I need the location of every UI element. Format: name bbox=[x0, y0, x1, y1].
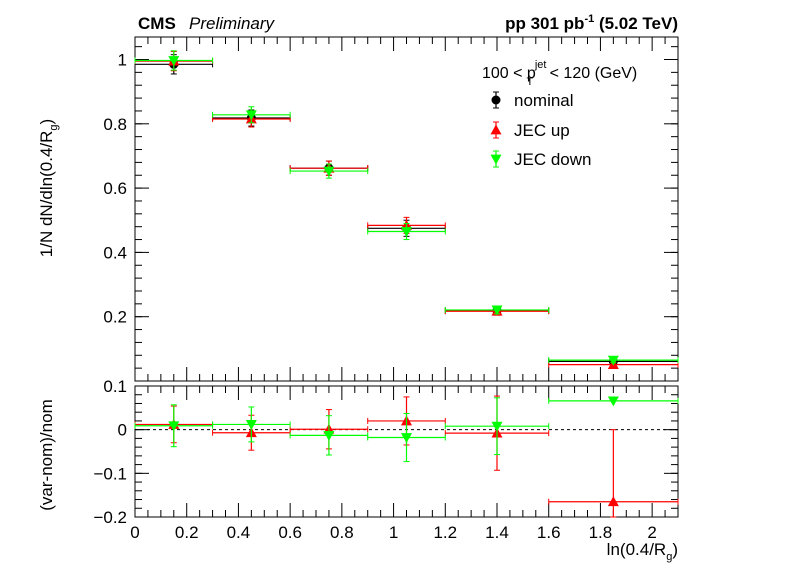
bottom-xtick-label: 0.4 bbox=[227, 523, 251, 542]
data-point bbox=[401, 227, 412, 238]
top-ytick-label: 0.8 bbox=[103, 115, 127, 134]
bottom-ytick-label: −0.2 bbox=[93, 508, 127, 527]
x-axis-title: ln(0.4/Rg) bbox=[607, 540, 678, 563]
legend-marker bbox=[490, 124, 502, 135]
bottom-y-axis-title: (var-nom)/nom bbox=[37, 399, 56, 510]
lumi-label: pp 301 pb-1 (5.02 TeV) bbox=[505, 13, 678, 33]
bottom-ytick-label: −0.1 bbox=[93, 464, 127, 483]
top-ylabel-main: 1/N dN/dln(0.4/R bbox=[37, 131, 56, 258]
top-frame bbox=[134, 36, 679, 382]
experiment-label: CMS bbox=[138, 14, 176, 33]
data-point bbox=[168, 56, 180, 66]
xlabel-tail: ) bbox=[672, 540, 678, 559]
data-point bbox=[491, 421, 503, 432]
bottom-xtick-label: 0 bbox=[130, 523, 139, 542]
top-y-axis-title: 1/N dN/dln(0.4/Rg) bbox=[37, 119, 60, 257]
kin-sup: jet bbox=[534, 59, 547, 71]
legend-marker bbox=[491, 95, 501, 105]
xlabel-main: ln(0.4/R bbox=[607, 540, 667, 559]
xlabel-sub: g bbox=[666, 551, 672, 563]
data-point bbox=[245, 110, 257, 121]
kin-sub: T bbox=[526, 76, 533, 88]
top-ytick-label: 0.2 bbox=[103, 308, 127, 327]
data-point bbox=[607, 355, 619, 366]
data-point bbox=[401, 433, 412, 444]
legend-label: nominal bbox=[514, 91, 574, 110]
top-panel: 0.2 0.4 0.6 0.8 1 bbox=[103, 36, 679, 382]
top-ylabel-sub: g bbox=[48, 124, 60, 130]
legend: nominal JEC up JEC down bbox=[490, 91, 591, 169]
top-ylabel-tail: ) bbox=[37, 119, 56, 125]
bottom-xtick-label: 0.2 bbox=[175, 523, 199, 542]
lumi-main: pp 301 pb bbox=[505, 14, 584, 33]
data-point bbox=[323, 430, 335, 441]
lumi-sup: -1 bbox=[584, 13, 594, 25]
bottom-xtick-label: 1.8 bbox=[589, 523, 613, 542]
bottom-panel: −0.2 −0.1 0 0.1 0 0.2 0.4 0.6 0.8 1 1.2 1.4 1.6 1.8 2 bbox=[93, 377, 679, 542]
bottom-ytick-label: 0.1 bbox=[103, 377, 127, 396]
bottom-xtick-label: 2 bbox=[647, 523, 656, 542]
top-series-jec-down bbox=[134, 50, 679, 366]
kin-suffix: < 120 (GeV) bbox=[545, 65, 637, 82]
legend-label: JEC up bbox=[514, 121, 570, 140]
kinematic-label: 100 < pjet T < 120 (GeV) bbox=[482, 59, 637, 88]
data-point bbox=[168, 421, 180, 432]
lumi-energy: (5.02 TeV) bbox=[594, 14, 678, 33]
bottom-xtick-label: 1 bbox=[389, 523, 398, 542]
bottom-xtick-label: 1.4 bbox=[485, 523, 509, 542]
top-series-jec-up bbox=[134, 50, 679, 370]
bottom-xtick-label: 1.6 bbox=[537, 523, 561, 542]
bottom-series-jec-down bbox=[134, 396, 679, 463]
data-point bbox=[607, 396, 619, 407]
kin-prefix: 100 < p bbox=[482, 65, 536, 82]
data-point bbox=[323, 166, 335, 177]
legend-marker bbox=[490, 154, 502, 165]
bottom-xtick-label: 1.2 bbox=[433, 523, 457, 542]
status-label: Preliminary bbox=[189, 14, 276, 33]
data-point bbox=[245, 420, 257, 430]
data-point bbox=[607, 496, 619, 507]
bottom-xtick-label: 0.8 bbox=[330, 523, 354, 542]
bottom-xtick-label: 0.6 bbox=[278, 523, 302, 542]
top-ytick-label: 0.6 bbox=[103, 179, 127, 198]
bottom-ytick-label: 0 bbox=[118, 421, 127, 440]
legend-label: JEC down bbox=[514, 150, 591, 169]
top-series-nominal bbox=[134, 54, 679, 366]
data-point bbox=[491, 305, 503, 316]
top-ytick-label: 1 bbox=[118, 51, 127, 70]
top-ytick-label: 0.4 bbox=[103, 243, 127, 262]
